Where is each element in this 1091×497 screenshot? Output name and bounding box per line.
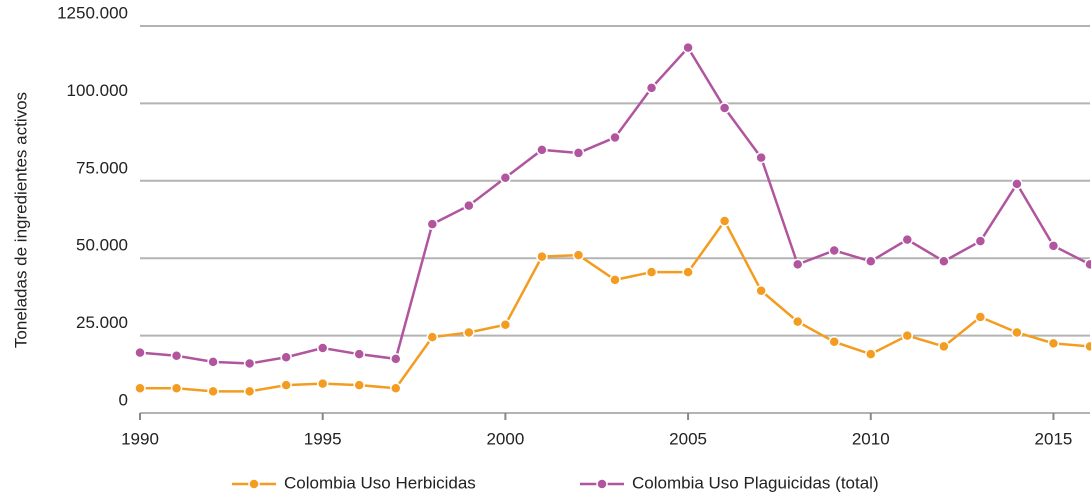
y-tick-label: 50.000 [76, 236, 128, 255]
point [718, 215, 731, 227]
point [938, 340, 950, 353]
point [718, 102, 731, 114]
point [390, 382, 402, 394]
point [572, 249, 585, 261]
series-line [139, 45, 1091, 365]
point [974, 235, 987, 247]
point [353, 379, 365, 391]
point [536, 144, 548, 156]
point [243, 385, 256, 398]
point [170, 382, 183, 394]
point [1047, 240, 1060, 252]
point [207, 356, 219, 368]
y-axis-label: Toneladas de ingredientes activos [11, 92, 30, 348]
point [280, 379, 292, 391]
y-tick-label: 75.000 [76, 158, 128, 177]
point [682, 266, 694, 278]
point [791, 258, 804, 271]
point [682, 41, 694, 54]
point [645, 266, 658, 278]
y-tick-label: 25.000 [76, 313, 128, 332]
point [280, 351, 292, 364]
point [316, 342, 329, 354]
x-tick-label: 2005 [669, 429, 707, 448]
point [645, 82, 658, 94]
point [865, 255, 877, 268]
point [536, 250, 548, 263]
point [499, 171, 512, 184]
x-tick-label: 2010 [852, 429, 890, 448]
point [316, 377, 329, 390]
point [353, 348, 365, 360]
point [609, 131, 621, 144]
x-tick-label: 2015 [1035, 429, 1073, 448]
point [426, 218, 439, 230]
legend-label: Colombia Uso Plaguicidas (total) [632, 473, 879, 492]
point [243, 357, 256, 370]
point [865, 348, 877, 360]
point [463, 326, 475, 339]
y-tick-label: 100.000 [67, 81, 128, 100]
point [901, 233, 914, 246]
y-tick-label: 0 [119, 390, 128, 409]
legend-swatch-dot [596, 478, 608, 490]
point [938, 255, 950, 268]
point [426, 331, 439, 343]
x-tick-label: 2000 [486, 429, 524, 448]
point [828, 244, 840, 257]
legend-label: Colombia Uso Herbicidas [284, 473, 476, 492]
point [755, 151, 767, 164]
point [499, 319, 512, 331]
point [1011, 178, 1023, 190]
point [1084, 340, 1091, 353]
point [572, 147, 585, 159]
point [134, 346, 146, 359]
point [974, 311, 987, 323]
point [463, 199, 475, 212]
y-tick-label: 1250.000 [57, 3, 128, 22]
point [207, 385, 219, 398]
point [755, 284, 767, 297]
x-tick-label: 1995 [304, 429, 342, 448]
point [609, 274, 621, 286]
point [828, 336, 840, 348]
point [1011, 326, 1023, 339]
legend-swatch-dot [248, 478, 260, 490]
point [901, 329, 914, 342]
x-tick-label: 1990 [121, 429, 159, 448]
point [390, 353, 402, 365]
series-line [140, 218, 1091, 393]
point [1084, 258, 1091, 271]
point [134, 382, 146, 394]
point [1047, 337, 1060, 350]
point [170, 349, 183, 362]
point [791, 315, 804, 328]
